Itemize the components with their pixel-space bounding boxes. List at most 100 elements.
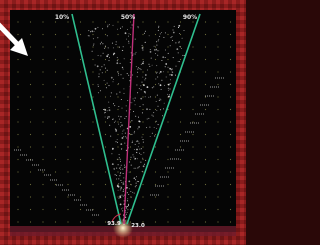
grid-dot (67, 84, 68, 85)
grid-dot (42, 209, 43, 210)
scatter-dot (99, 74, 100, 75)
grid-dot (167, 21, 168, 22)
scatter-dot (137, 168, 138, 169)
scatter-dot (157, 50, 158, 51)
scatter-dot (152, 133, 153, 134)
scatter-dot (139, 166, 140, 167)
scatter-dot (143, 84, 145, 86)
scatter-dot (113, 53, 115, 55)
scatter-dot (117, 71, 118, 72)
grid-dot (55, 96, 56, 97)
scatter-dot (116, 179, 117, 180)
grid-dot (180, 59, 181, 60)
grid-dot (205, 209, 206, 210)
grid-dot (42, 21, 43, 22)
scatter-dot (112, 148, 114, 150)
scatter-dot (134, 177, 135, 178)
scatter-dot (111, 92, 112, 93)
grid-dot (55, 121, 56, 122)
scatter-dot (131, 197, 132, 198)
grid-dot (117, 84, 118, 85)
grid-dot (130, 184, 131, 185)
grid-dot (55, 171, 56, 172)
scatter-dot (121, 165, 122, 166)
scatter-dot (113, 54, 114, 55)
scatter-dot (131, 157, 132, 158)
scatter-dot (174, 26, 175, 27)
scatter-dot (150, 49, 151, 50)
scatter-dot (152, 65, 153, 66)
grid-dot (117, 46, 118, 47)
scatter-dot (155, 53, 156, 54)
grid-dot (167, 134, 168, 135)
scatter-dot (147, 70, 148, 71)
grid-dot (155, 34, 156, 35)
scatter-dot (118, 73, 119, 74)
grid-dot (167, 34, 168, 35)
scatter-dot (172, 40, 173, 41)
scatter-dot (142, 158, 143, 159)
scatter-dot (100, 90, 101, 91)
screenshot: 10% 50% 90% 93.9 23.0 (0, 0, 246, 245)
grid-dot (67, 134, 68, 135)
scatter-dot (114, 168, 115, 169)
scatter-dot (178, 61, 179, 62)
scatter-dot (146, 127, 147, 128)
grid-dot (67, 209, 68, 210)
grid-dot (42, 109, 43, 110)
scatter-dot (143, 152, 144, 153)
grid-dot (80, 34, 81, 35)
scatter-dot (175, 42, 176, 43)
grid-dot (105, 146, 106, 147)
grid-dot (55, 184, 56, 185)
scatter-dot (165, 50, 166, 51)
scatter-dot (172, 36, 173, 37)
angle-label-right: 23.0 (131, 223, 145, 229)
grid-dot (167, 71, 168, 72)
grid-dot (167, 221, 168, 222)
scatter-dot (143, 142, 144, 143)
scatter-dot (127, 206, 128, 207)
scatter-dot (132, 75, 133, 76)
grid-dot (192, 71, 193, 72)
grid-dot (142, 109, 143, 110)
grid-dot (230, 46, 231, 47)
scatter-dot (126, 214, 127, 215)
scatter-dot (123, 130, 124, 131)
scatter-dot (124, 167, 125, 168)
scatter-dot (139, 88, 140, 89)
scatter-dot (178, 27, 179, 28)
grid-dot (117, 21, 118, 22)
grid-dot (192, 84, 193, 85)
scatter-dot (168, 96, 170, 98)
scatter-dot (149, 127, 150, 128)
scatter-dot (141, 89, 142, 90)
scatter-dot (128, 41, 129, 42)
scatter-dot (178, 25, 180, 27)
scatter-dot (121, 182, 122, 183)
grid-dot (42, 34, 43, 35)
scatter-dot (142, 137, 143, 138)
grid-dot (105, 59, 106, 60)
scatter-dot (133, 111, 134, 112)
grid-dot (67, 171, 68, 172)
grid-dot (230, 71, 231, 72)
scatter-dot (117, 139, 118, 140)
label-10: 10% (55, 14, 69, 21)
scatter-dot (135, 144, 136, 145)
grid-dot (92, 84, 93, 85)
scatter-dot (105, 46, 106, 47)
grid-dot (217, 34, 218, 35)
scatter-dot (153, 112, 154, 113)
grid-dot (80, 59, 81, 60)
scatter-dot (175, 75, 176, 76)
scatter-dot (147, 86, 149, 88)
grid-dot (205, 221, 206, 222)
grid-dot (142, 59, 143, 60)
grid-dot (205, 196, 206, 197)
scatter-dot (123, 196, 124, 197)
scatter-dot (109, 60, 110, 61)
scatter-dot (176, 66, 177, 67)
scatter-dot (138, 181, 139, 182)
scatter-dot (156, 45, 157, 46)
